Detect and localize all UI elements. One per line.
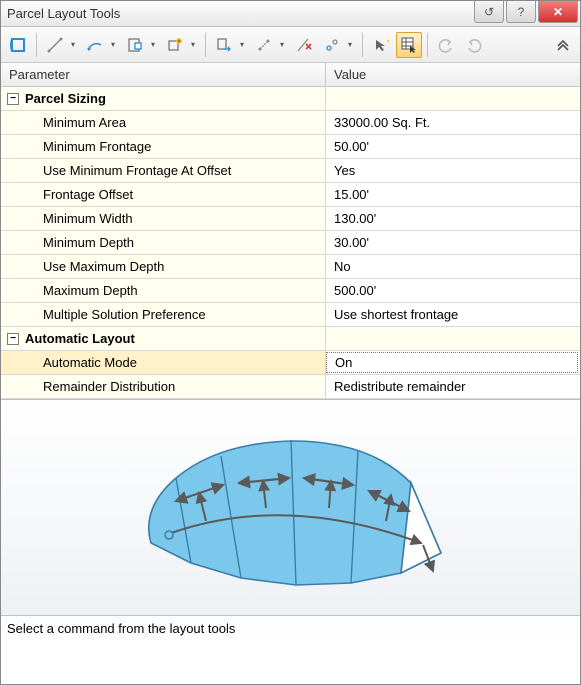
value-cell[interactable]: 33000.00 Sq. Ft. <box>326 111 580 134</box>
param-cell: Frontage Offset <box>1 183 326 206</box>
grid-header: Parameter Value <box>1 63 580 87</box>
collapse-button[interactable] <box>550 32 576 58</box>
value-cell[interactable]: Yes <box>326 159 580 182</box>
toolbar-separator <box>362 33 363 57</box>
param-cell: Minimum Area <box>1 111 326 134</box>
value-cell[interactable]: No <box>326 255 580 278</box>
new-parcel-icon: ★ <box>167 37 183 53</box>
param-cell: Use Maximum Depth <box>1 255 326 278</box>
section-row-parcel-sizing[interactable]: − Parcel Sizing <box>1 87 580 111</box>
connect-tool-dropdown[interactable] <box>251 32 289 58</box>
param-cell: Minimum Width <box>1 207 326 230</box>
param-cell: Multiple Solution Preference <box>1 303 326 326</box>
value-cell[interactable]: Use shortest frontage <box>326 303 580 326</box>
svg-text:★: ★ <box>386 37 389 45</box>
titlebar-controls: ↺ ? ✕ <box>474 1 580 26</box>
value-cell[interactable]: On <box>326 352 578 373</box>
table-row[interactable]: Minimum Depth30.00' <box>1 231 580 255</box>
section-row-automatic-layout[interactable]: − Automatic Layout <box>1 327 580 351</box>
cursor-star-icon: ★ <box>373 37 389 53</box>
preview-diagram <box>1 399 580 615</box>
chevron-double-up-icon <box>555 37 571 53</box>
help-button[interactable]: ? <box>506 1 536 23</box>
titlebar: Parcel Layout Tools ↺ ? ✕ <box>1 1 580 27</box>
collapse-icon[interactable]: − <box>7 333 19 345</box>
value-cell[interactable]: 30.00' <box>326 231 580 254</box>
svg-text:★: ★ <box>176 38 181 45</box>
value-cell[interactable]: 130.00' <box>326 207 580 230</box>
delete-x-icon <box>296 37 312 53</box>
parcel-icon <box>9 36 27 54</box>
table-row[interactable]: Minimum Width130.00' <box>1 207 580 231</box>
grid-cursor-icon <box>401 37 417 53</box>
curve-icon <box>87 37 103 53</box>
redo-button[interactable] <box>461 32 487 58</box>
pick-tool-button[interactable]: ★ <box>368 32 394 58</box>
connect-icon <box>256 37 272 53</box>
table-row[interactable]: Automatic ModeOn <box>1 351 580 375</box>
toolbar-separator <box>427 33 428 57</box>
edit-tool-dropdown[interactable] <box>211 32 249 58</box>
section-value-empty <box>326 87 580 110</box>
param-cell: Minimum Frontage <box>1 135 326 158</box>
table-row[interactable]: Minimum Area33000.00 Sq. Ft. <box>1 111 580 135</box>
table-row[interactable]: Maximum Depth500.00' <box>1 279 580 303</box>
section-label: Parcel Sizing <box>25 91 106 106</box>
undo-button[interactable] <box>433 32 459 58</box>
close-button[interactable]: ✕ <box>538 1 578 23</box>
value-cell[interactable]: Redistribute remainder <box>326 375 580 398</box>
point-icon <box>324 37 340 53</box>
redo-icon <box>466 37 482 53</box>
value-cell[interactable]: 15.00' <box>326 183 580 206</box>
toolbar-separator <box>36 33 37 57</box>
point-tool-dropdown[interactable] <box>319 32 357 58</box>
status-text: Select a command from the layout tools <box>7 621 235 636</box>
param-cell: Maximum Depth <box>1 279 326 302</box>
new-parcel-dropdown[interactable]: ★ <box>162 32 200 58</box>
reset-window-button[interactable]: ↺ <box>474 1 504 23</box>
attach-icon <box>127 37 143 53</box>
param-cell: Remainder Distribution <box>1 375 326 398</box>
param-cell: Use Minimum Frontage At Offset <box>1 159 326 182</box>
edit-arrow-icon <box>216 37 232 53</box>
property-grid: − Parcel Sizing Minimum Area33000.00 Sq.… <box>1 87 580 399</box>
attach-tool-dropdown[interactable] <box>122 32 160 58</box>
undo-icon <box>438 37 454 53</box>
value-cell[interactable]: 500.00' <box>326 279 580 302</box>
value-cell[interactable]: 50.00' <box>326 135 580 158</box>
statusbar: Select a command from the layout tools <box>1 615 580 641</box>
header-parameter[interactable]: Parameter <box>1 63 326 86</box>
parcel-tool-button[interactable] <box>5 32 31 58</box>
table-row[interactable]: Multiple Solution PreferenceUse shortest… <box>1 303 580 327</box>
table-row[interactable]: Use Minimum Frontage At OffsetYes <box>1 159 580 183</box>
section-label: Automatic Layout <box>25 331 135 346</box>
line-icon <box>47 37 63 53</box>
toolbar: ★ ★ <box>1 27 580 63</box>
table-row[interactable]: Minimum Frontage50.00' <box>1 135 580 159</box>
table-row[interactable]: Remainder DistributionRedistribute remai… <box>1 375 580 399</box>
collapse-icon[interactable]: − <box>7 93 19 105</box>
grid-view-button[interactable] <box>396 32 422 58</box>
line-tool-dropdown[interactable] <box>42 32 80 58</box>
curve-tool-dropdown[interactable] <box>82 32 120 58</box>
delete-tool-button[interactable] <box>291 32 317 58</box>
table-row[interactable]: Frontage Offset15.00' <box>1 183 580 207</box>
parcel-diagram-svg <box>121 423 461 593</box>
param-cell: Automatic Mode <box>1 351 326 374</box>
header-value[interactable]: Value <box>326 63 580 86</box>
section-value-empty <box>326 327 580 350</box>
window-title: Parcel Layout Tools <box>7 6 120 21</box>
toolbar-separator <box>205 33 206 57</box>
param-cell: Minimum Depth <box>1 231 326 254</box>
table-row[interactable]: Use Maximum DepthNo <box>1 255 580 279</box>
